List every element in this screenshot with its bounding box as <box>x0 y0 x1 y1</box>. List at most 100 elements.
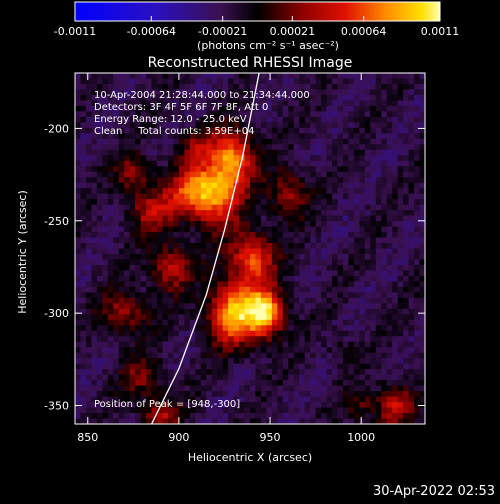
heatmap-cell <box>375 363 382 370</box>
heatmap-cell <box>135 171 142 178</box>
heatmap-cell <box>233 182 240 189</box>
heatmap-cell <box>386 155 393 162</box>
heatmap-cell <box>222 336 229 343</box>
heatmap-cell <box>293 73 300 79</box>
heatmap-cell <box>271 303 278 310</box>
heatmap-cell <box>189 155 196 162</box>
heatmap-cell <box>140 127 147 134</box>
heatmap-cell <box>342 177 349 184</box>
heatmap-cell <box>102 199 109 206</box>
heatmap-cell <box>113 292 120 299</box>
heatmap-cell <box>250 369 256 376</box>
heatmap-cell <box>310 144 317 151</box>
heatmap-cell <box>359 286 366 293</box>
heatmap-cell <box>392 171 399 178</box>
heatmap-cell <box>397 138 404 145</box>
heatmap-cell <box>277 127 284 134</box>
heatmap-cell <box>189 413 196 419</box>
heatmap-cell <box>173 138 180 145</box>
heatmap-cell <box>129 204 136 211</box>
heatmap-cell <box>293 232 300 238</box>
heatmap-cell <box>233 330 240 337</box>
heatmap-cell <box>217 160 224 167</box>
heatmap-cell <box>250 325 256 332</box>
heatmap-cell <box>266 402 273 408</box>
heatmap-cell <box>129 188 136 195</box>
heatmap-cell <box>107 253 114 260</box>
heatmap-cell <box>277 149 284 156</box>
plot-area: 850 900 950 1000 -200-250-300-350 <box>44 72 426 444</box>
heatmap-cell <box>162 270 169 277</box>
heatmap-cell <box>386 297 393 304</box>
heatmap-cell <box>288 221 295 227</box>
heatmap-cell <box>310 286 317 293</box>
heatmap-cell <box>107 352 114 359</box>
heatmap-cell <box>124 347 131 354</box>
heatmap-cell <box>260 396 267 403</box>
heatmap-cell <box>195 232 202 238</box>
heatmap-cell <box>342 352 349 359</box>
heatmap-cell <box>200 182 207 189</box>
heatmap-cell <box>200 281 207 288</box>
heatmap-cell <box>211 402 218 408</box>
heatmap-cell <box>419 303 426 310</box>
heatmap-cell <box>364 188 371 195</box>
heatmap-cell <box>167 155 174 162</box>
heatmap-cell <box>124 122 131 129</box>
heatmap-cell <box>359 94 366 101</box>
heatmap-cell <box>222 83 229 90</box>
heatmap-cell <box>107 204 114 211</box>
heatmap-cell <box>310 336 317 343</box>
heatmap-cell <box>250 281 256 288</box>
heatmap-cell <box>200 166 207 173</box>
heatmap-cell <box>315 215 322 222</box>
heatmap-cell <box>315 210 322 216</box>
heatmap-cell <box>96 215 103 222</box>
heatmap-cell <box>403 138 409 145</box>
heatmap-cell <box>222 330 229 337</box>
heatmap-cell <box>288 210 295 216</box>
heatmap-cell <box>299 391 306 397</box>
heatmap-cell <box>184 248 191 255</box>
heatmap-cell <box>195 341 202 348</box>
heatmap-cell <box>250 199 256 206</box>
heatmap-cell <box>75 352 81 359</box>
heatmap-cell <box>304 380 311 387</box>
heatmap-cell <box>75 358 81 365</box>
heatmap-cell <box>277 396 284 403</box>
heatmap-cell <box>359 210 366 216</box>
heatmap-cell <box>178 363 185 370</box>
heatmap-cell <box>250 380 256 387</box>
heatmap-cell <box>381 116 388 123</box>
heatmap-cell <box>282 352 289 359</box>
heatmap-cell <box>397 155 404 162</box>
heatmap-cell <box>364 171 371 178</box>
heatmap-cell <box>233 138 240 145</box>
heatmap-cell <box>403 380 409 387</box>
heatmap-cell <box>91 253 98 260</box>
heatmap-cell <box>353 325 360 332</box>
heatmap-cell <box>271 83 278 90</box>
heatmap-cell <box>282 199 289 206</box>
heatmap-cell <box>250 144 256 151</box>
heatmap-cell <box>293 243 300 249</box>
heatmap-cell <box>217 303 224 310</box>
heatmap-cell <box>386 127 393 134</box>
heatmap-cell <box>96 73 103 79</box>
heatmap-cell <box>277 253 284 260</box>
heatmap-cell <box>135 133 142 140</box>
heatmap-cell <box>107 155 114 162</box>
heatmap-cell <box>408 100 415 107</box>
heatmap-cell <box>178 413 185 419</box>
heatmap-cell <box>364 133 371 140</box>
heatmap-cell <box>403 171 409 178</box>
heatmap-cell <box>408 413 415 419</box>
heatmap-cell <box>75 83 81 90</box>
heatmap-cell <box>299 363 306 370</box>
heatmap-cell <box>189 341 196 348</box>
heatmap-cell <box>85 380 92 387</box>
heatmap-cell <box>118 127 125 134</box>
heatmap-cell <box>157 275 163 282</box>
heatmap-cell <box>342 166 349 173</box>
heatmap-cell <box>392 111 399 118</box>
